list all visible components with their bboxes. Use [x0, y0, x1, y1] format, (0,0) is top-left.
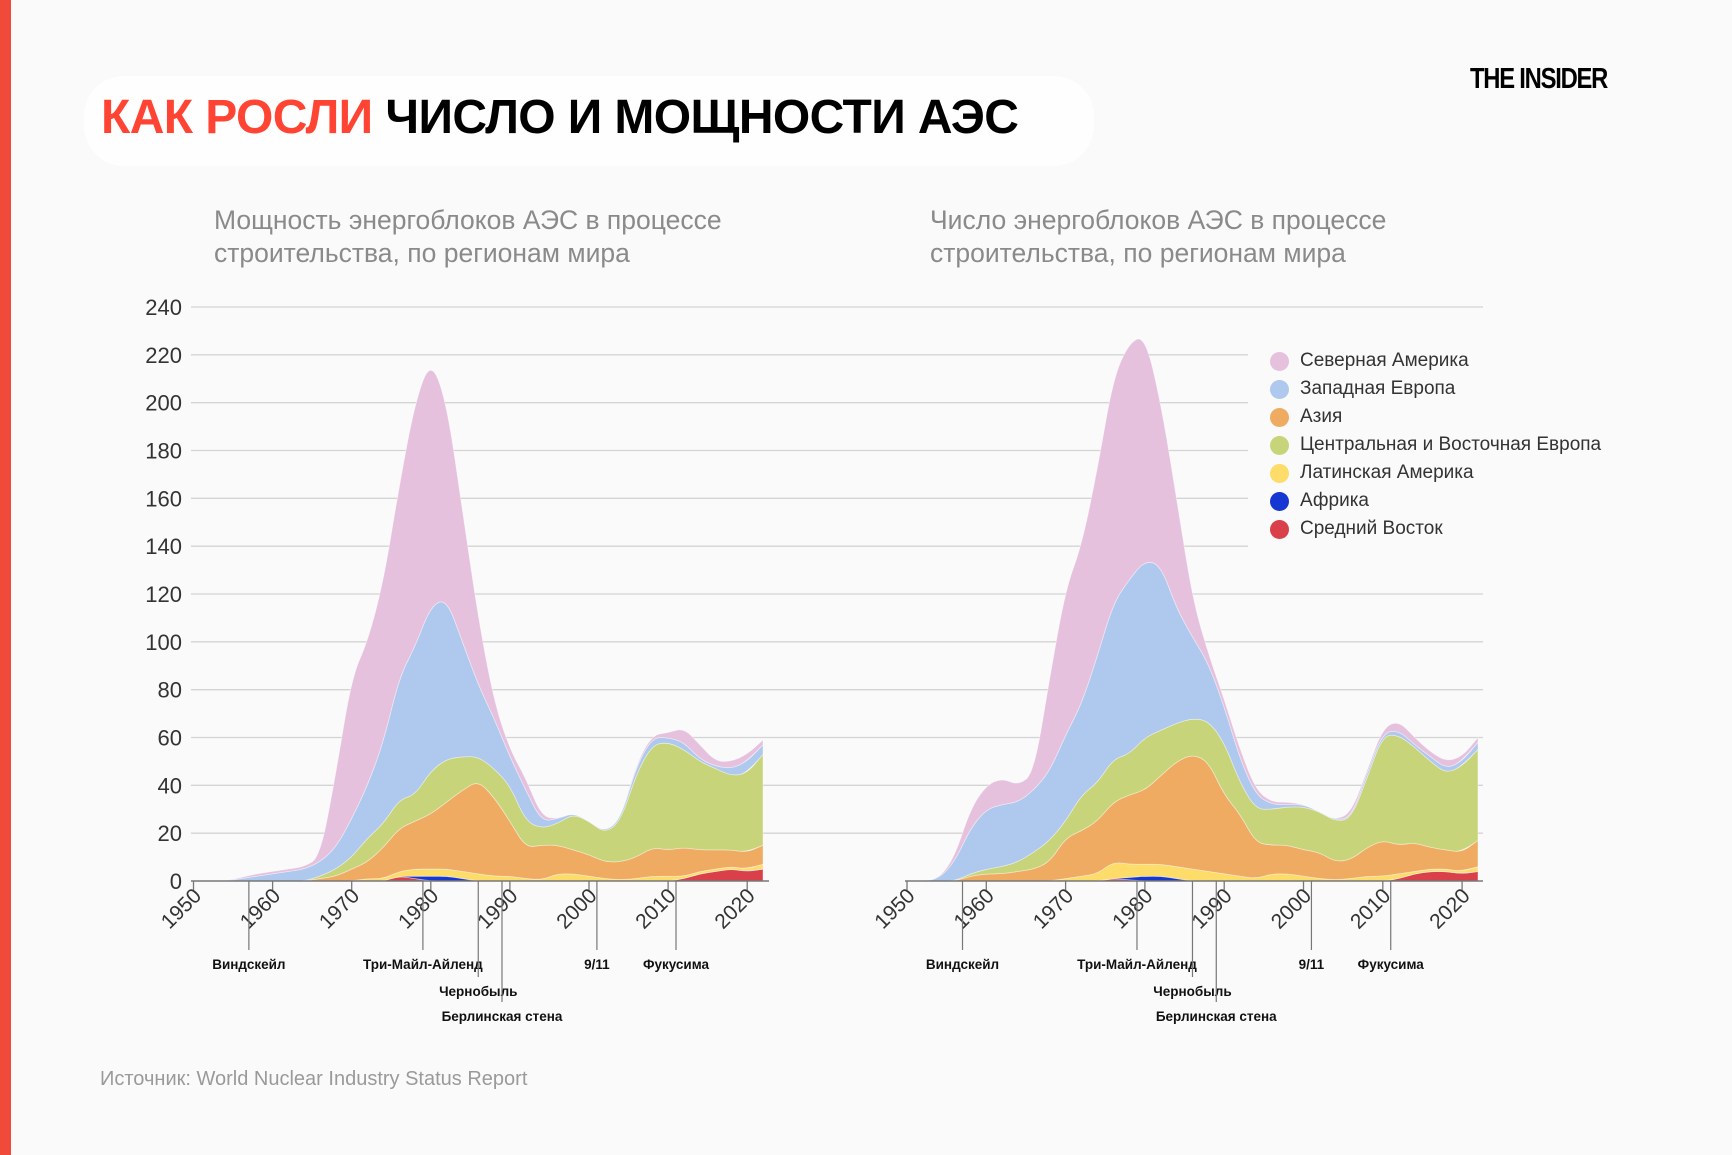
x-tick-label: 2010 [631, 884, 680, 933]
event-label: Чернобыль [439, 984, 517, 999]
legend-swatch-icon [1270, 519, 1289, 539]
legend-label: Средний Восток [1300, 518, 1443, 539]
y-tick-label: 40 [158, 773, 182, 798]
event-label: Три-Майл-Айленд [1077, 957, 1197, 972]
y-tick-label: 160 [145, 486, 182, 511]
legend-swatch-icon [1270, 351, 1289, 371]
x-tick-label: 1960 [950, 884, 999, 933]
x-tick-label: 1950 [157, 884, 206, 933]
legend-item-africa: Африка [1270, 487, 1369, 515]
area-северная-америка [906, 338, 1479, 882]
y-tick-label: 100 [145, 630, 182, 655]
title-accent: КАК РОСЛИ [101, 91, 373, 144]
x-tick-label: 1980 [1108, 884, 1157, 933]
chart-units-title: Число энергоблоков АЭС в процессе строит… [930, 205, 1387, 268]
x-tick-label: 2000 [1267, 884, 1316, 933]
title-background [84, 76, 1094, 166]
event-label: Три-Майл-Айленд [363, 957, 483, 972]
area-северная-америка [193, 369, 764, 882]
legend-swatch-icon [1270, 407, 1289, 427]
y-tick-label: 240 [145, 295, 182, 320]
legend-item-middle-east: Средний Восток [1270, 515, 1443, 543]
legend-item-asia: Азия [1270, 403, 1342, 431]
legend-swatch-icon [1270, 463, 1289, 483]
legend-swatch-icon [1270, 491, 1289, 511]
y-tick-label: 200 [145, 391, 182, 416]
event-label: Виндскейл [926, 957, 999, 972]
x-tick-label: 2020 [1425, 884, 1474, 933]
brand-logo: THE INSIDER [1470, 63, 1608, 95]
title-rest: ЧИСЛО И МОЩНОСТИ АЭС [385, 91, 1019, 144]
y-tick-label: 60 [158, 726, 182, 751]
x-tick-label: 2010 [1346, 884, 1395, 933]
legend-item-western-europe: Западная Европа [1270, 375, 1455, 403]
legend-label: Западная Европа [1300, 378, 1456, 399]
y-tick-label: 220 [145, 343, 182, 368]
y-tick-label: 80 [158, 678, 182, 703]
event-label: Виндскейл [212, 957, 285, 972]
event-label: Берлинская стена [442, 1009, 563, 1024]
x-tick-label: 1970 [1029, 884, 1078, 933]
x-tick-label: 2020 [710, 884, 759, 933]
legend-swatch-icon [1270, 379, 1289, 399]
legend-item-latin-america: Латинская Америка [1270, 459, 1474, 487]
y-tick-label: 0 [170, 869, 182, 894]
legend-label: Северная Америка [1300, 350, 1469, 371]
y-tick-label: 180 [145, 439, 182, 464]
x-tick-label: 1950 [870, 884, 919, 933]
chart-capacity-title: Мощность энергоблоков АЭС в процессе стр… [214, 205, 722, 268]
legend-swatch-icon [1270, 435, 1289, 455]
x-tick-label: 1980 [394, 884, 443, 933]
event-label: Фукусима [643, 957, 710, 972]
event-label: Фукусима [1358, 957, 1425, 972]
legend: Северная Америка Западная Европа Азия Це… [1248, 345, 1643, 563]
y-tick-label: 20 [158, 821, 182, 846]
accent-bar [0, 0, 11, 1155]
event-label: Чернобыль [1153, 984, 1231, 999]
legend-label: Центральная и Восточная Европа [1300, 434, 1602, 455]
event-label: 9/11 [1299, 957, 1325, 972]
x-tick-label: 1960 [236, 884, 285, 933]
x-tick-label: 1990 [1187, 884, 1236, 933]
legend-label: Африка [1300, 490, 1369, 511]
y-tick-label: 140 [145, 534, 182, 559]
source-note: Источник: World Nuclear Industry Status … [100, 1068, 528, 1090]
page-title: КАК РОСЛИ ЧИСЛО И МОЩНОСТИ АЭС [101, 90, 1019, 145]
y-tick-label: 120 [145, 582, 182, 607]
legend-item-north-america: Северная Америка [1270, 347, 1469, 375]
legend-label: Латинская Америка [1300, 462, 1474, 483]
x-tick-label: 1970 [315, 884, 364, 933]
legend-label: Азия [1300, 406, 1343, 427]
event-label: 9/11 [584, 957, 610, 972]
x-tick-label: 1990 [473, 884, 522, 933]
event-label: Берлинская стена [1156, 1009, 1277, 1024]
legend-item-central-eastern-europe: Центральная и Восточная Европа [1270, 431, 1601, 459]
x-tick-label: 2000 [552, 884, 601, 933]
